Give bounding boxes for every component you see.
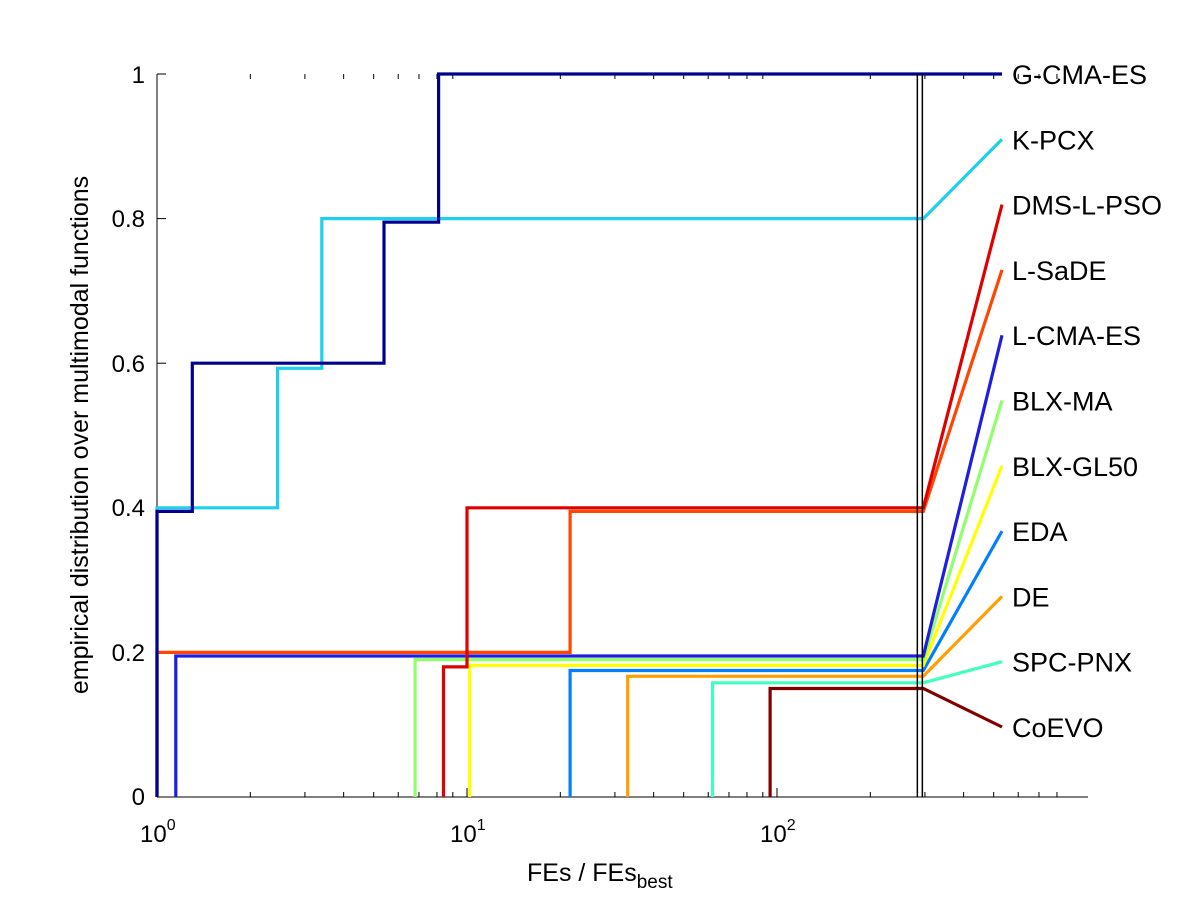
x-tick-label: 102: [760, 817, 796, 848]
legend-label: SPC-PNX: [1012, 648, 1132, 678]
x-axis-title-main: FEs / FEs: [527, 859, 637, 887]
legend-label: BLX-MA: [1012, 387, 1113, 417]
series-line-spc-pnx: [711, 660, 1003, 797]
plot-area: G-CMA-ES K-PCX DMS-L-PSO L-SaDE L-CMA-ES BLX-…: [155, 60, 1162, 798]
y-tick-label: 0.6: [112, 351, 145, 378]
y-tick-label: 0.8: [112, 206, 145, 233]
series-line-l-cma-es: [174, 334, 1004, 797]
x-tick-exponent: 2: [787, 817, 796, 834]
x-axis-title-subscript: best: [637, 872, 674, 893]
series-line-coevo: [768, 686, 1003, 797]
x-tick-exponent: 0: [167, 817, 176, 834]
series-line-l-sade: [155, 269, 1004, 797]
legend-label: K-PCX: [1012, 125, 1095, 155]
series-line-eda: [568, 530, 1004, 797]
legend-label: L-SaDE: [1012, 256, 1107, 286]
y-tick-label: 0: [132, 784, 145, 811]
y-axis-title: empirical distribution over multimodal f…: [66, 176, 94, 694]
y-tick-label: 0.4: [112, 495, 145, 522]
legend-label: L-CMA-ES: [1012, 321, 1141, 351]
x-minor-ticks: [249, 74, 1058, 797]
legend-label: EDA: [1012, 517, 1068, 547]
series-line-blx-gl50: [468, 465, 1004, 797]
series-lines: [155, 72, 1004, 797]
x-tick-label: 101: [450, 817, 486, 848]
series-line-blx-ma: [413, 400, 1004, 797]
series-line-g-cma-es: [155, 72, 1002, 797]
x-axis-title: FEs / FEsbest: [527, 859, 673, 893]
x-tick-base: 10: [140, 821, 167, 848]
series-line-de: [626, 595, 1004, 797]
y-tick-label: 0.2: [112, 640, 145, 667]
x-tick-base: 10: [760, 821, 787, 848]
x-tick-exponent: 1: [477, 817, 486, 834]
series-line-k-pcx: [155, 138, 1004, 797]
legend-label: DMS-L-PSO: [1012, 191, 1162, 221]
y-tick-label: 1: [132, 62, 145, 89]
series-line-dms-l-pso: [441, 204, 1004, 797]
legend-label: G-CMA-ES: [1012, 60, 1147, 90]
legend-label: DE: [1012, 582, 1050, 612]
legend-label: CoEVO: [1012, 713, 1104, 743]
x-tick-base: 10: [450, 821, 477, 848]
x-tick-label: 100: [140, 817, 176, 848]
legend-label: BLX-GL50: [1012, 452, 1138, 482]
legend: G-CMA-ES K-PCX DMS-L-PSO L-SaDE L-CMA-ES BLX-…: [1012, 60, 1162, 743]
